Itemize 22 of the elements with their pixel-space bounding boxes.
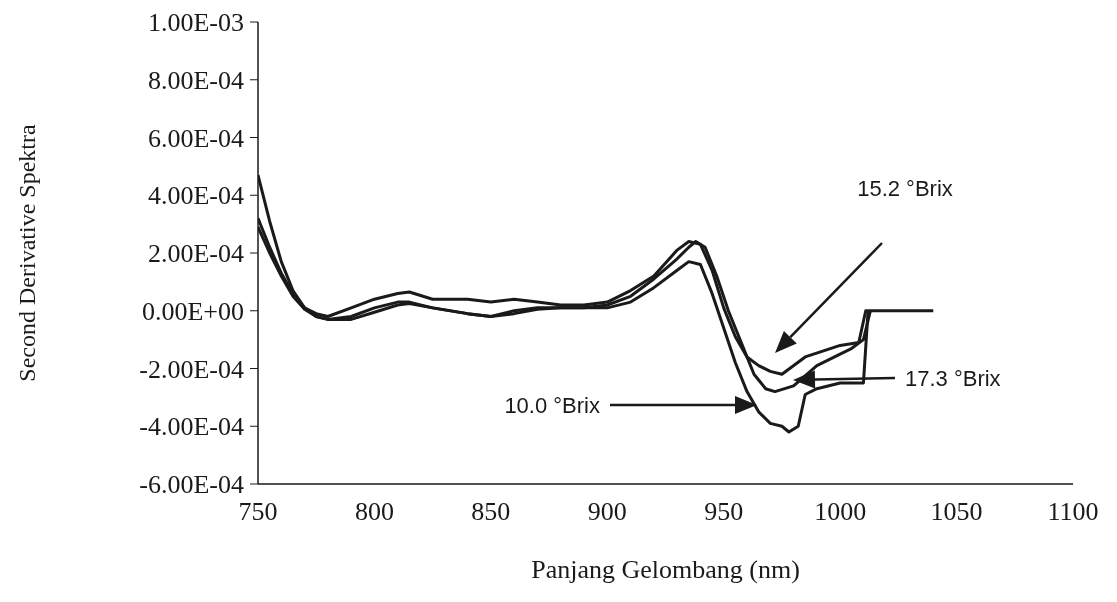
y-tick-label: 8.00E-04 <box>147 65 244 95</box>
x-axis-title: Panjang Gelombang (nm) <box>531 555 800 584</box>
x-tick-label: 900 <box>587 497 627 527</box>
x-tick-label: 1050 <box>930 497 983 527</box>
y-tick-label: -2.00E-04 <box>139 354 244 384</box>
annotation: 10.0 °Brix <box>504 393 600 418</box>
x-tick-label: 950 <box>704 497 744 527</box>
y-tick-label: -4.00E-04 <box>139 412 244 442</box>
x-tick-label: 1100 <box>1047 497 1099 527</box>
x-tick-label: 800 <box>354 497 394 527</box>
y-tick-label: 0.00E+00 <box>141 296 244 326</box>
x-tick-label: 850 <box>471 497 511 527</box>
y-tick-label: 2.00E-04 <box>147 239 244 269</box>
y-tick-label: 6.00E-04 <box>147 123 244 153</box>
y-axis-title: Second Derivative Spektra <box>13 124 40 382</box>
y-tick-label: -6.00E-04 <box>139 470 244 500</box>
y-tick-label: 1.00E-03 <box>147 8 244 38</box>
y-tick-label: 4.00E-04 <box>147 181 244 211</box>
x-tick-label: 1000 <box>814 497 867 527</box>
x-tick-label: 750 <box>238 497 278 527</box>
annotation: 15.2 °Brix <box>857 176 953 201</box>
annotation: 17.3 °Brix <box>905 366 1001 391</box>
